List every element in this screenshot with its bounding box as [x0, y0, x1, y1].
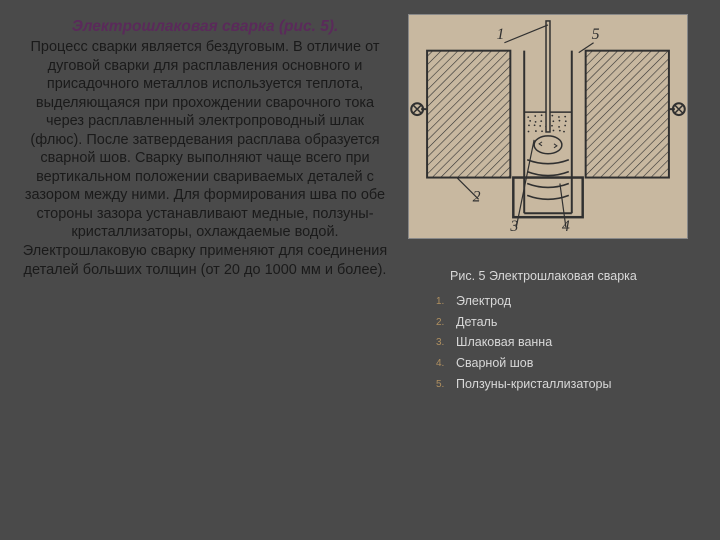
svg-text:4: 4 — [562, 218, 570, 235]
legend-item: 5.Ползуны-кристаллизаторы — [436, 374, 702, 395]
diagram-figure: 1 5 2 3 4 — [408, 14, 688, 239]
legend-item: 4.Сварной шов — [436, 353, 702, 374]
svg-text:2: 2 — [473, 188, 481, 205]
legend-item: 2.Деталь — [436, 312, 702, 333]
slide-body-text: Процесс сварки является бездуговым. В от… — [22, 38, 388, 279]
legend-item: 3.Шлаковая ванна — [436, 332, 702, 353]
svg-text:5: 5 — [592, 26, 600, 43]
svg-text:3: 3 — [509, 218, 518, 235]
svg-text:1: 1 — [496, 26, 504, 43]
legend-item: 1.Электрод — [436, 291, 702, 312]
figure-caption: Рис. 5 Электрошлаковая сварка — [450, 269, 702, 283]
figure-legend: 1.Электрод2.Деталь3.Шлаковая ванна4.Свар… — [436, 291, 702, 394]
slide-title: Электрошлаковая сварка (рис. 5). — [22, 18, 388, 36]
electroslag-diagram-svg: 1 5 2 3 4 — [409, 15, 687, 238]
